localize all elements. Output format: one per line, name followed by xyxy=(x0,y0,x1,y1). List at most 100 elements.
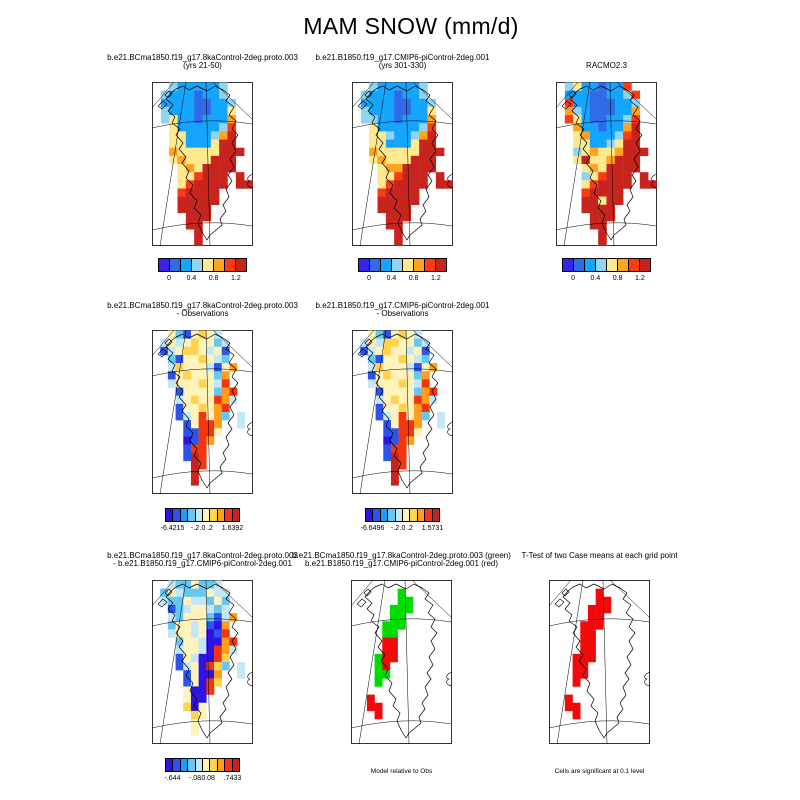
grid-cell xyxy=(183,346,192,356)
grid-cell xyxy=(383,346,392,356)
grid-cell xyxy=(581,180,591,189)
coastline-greenland xyxy=(165,583,239,739)
grid-cell xyxy=(383,436,392,445)
grid-cell xyxy=(631,155,641,165)
colorbar-segment xyxy=(159,259,170,271)
colorbar-segment xyxy=(203,759,211,771)
grid-cell xyxy=(394,115,403,124)
grid-cell xyxy=(160,346,169,356)
grid-cell xyxy=(175,653,184,663)
grid-cell xyxy=(198,629,207,638)
grid-cell xyxy=(177,139,187,148)
grid-cell xyxy=(185,123,195,132)
grid-cell xyxy=(183,403,192,413)
graticule-line xyxy=(405,82,411,246)
grid-cell xyxy=(221,662,230,671)
colorbar-segment xyxy=(629,259,640,271)
grid-cell xyxy=(183,596,192,606)
grid-cell xyxy=(614,188,624,197)
grid-cell xyxy=(185,180,195,189)
graticule-line xyxy=(152,330,175,357)
grid-cell xyxy=(580,670,589,679)
grid-cell xyxy=(190,428,199,437)
grid-cell xyxy=(183,678,192,687)
grid-cell xyxy=(190,371,199,380)
grid-cell xyxy=(606,90,616,100)
map-sig-model-vs-obs xyxy=(351,580,452,744)
grid-cell xyxy=(369,139,378,148)
grid-cell xyxy=(385,212,395,222)
grid-cell xyxy=(406,363,415,372)
grid-cell xyxy=(414,379,422,388)
grid-cell xyxy=(589,90,599,100)
grid-cell xyxy=(177,106,187,116)
grid-cell xyxy=(595,596,604,606)
colorbar-segment xyxy=(214,259,225,271)
grid-cell xyxy=(375,412,384,421)
grid-cell xyxy=(414,371,422,380)
graticule-line xyxy=(152,222,253,231)
grid-cell xyxy=(394,212,403,222)
grid-cell xyxy=(227,155,237,165)
grid-cell xyxy=(194,131,203,140)
grid-cell xyxy=(573,106,582,116)
grid-cell xyxy=(219,90,228,100)
grid-cell xyxy=(366,702,375,712)
grid-cell xyxy=(419,90,428,100)
colorbar-segment xyxy=(414,259,425,271)
grid-cell xyxy=(382,662,391,671)
grid-cell xyxy=(398,371,407,380)
grid-cell xyxy=(175,412,184,421)
grid-cell xyxy=(377,172,387,181)
grid-cell xyxy=(402,204,412,214)
grid-cell xyxy=(377,188,387,197)
grid-cell xyxy=(394,98,403,108)
grid-cell xyxy=(375,395,384,405)
grid-cell xyxy=(389,645,398,655)
grid-cell xyxy=(573,98,582,108)
grid-cell xyxy=(190,694,199,703)
grid-cell xyxy=(375,403,384,413)
colorbar-tick-label: 0.4 xyxy=(186,275,197,282)
grid-cell xyxy=(237,670,246,679)
grid-cell xyxy=(206,436,215,445)
grid-cell xyxy=(419,155,428,165)
grid-cell xyxy=(382,621,391,630)
grid-cell xyxy=(160,588,169,598)
grid-cell xyxy=(198,420,207,429)
grid-cell xyxy=(406,395,415,405)
grid-cell xyxy=(383,354,392,364)
grid-cell xyxy=(623,147,632,157)
grid-cell xyxy=(214,670,222,679)
grid-cell xyxy=(221,371,230,380)
grid-cell xyxy=(367,363,376,372)
grid-cell xyxy=(631,147,641,157)
grid-cell xyxy=(414,346,422,356)
grid-cell xyxy=(194,164,203,173)
colorbar-tick-label: 1.5731 xyxy=(421,525,444,532)
colorbar-tick-label: 1.2 xyxy=(431,275,441,282)
grid-cell xyxy=(194,229,203,238)
grid-cell xyxy=(421,379,430,388)
grid-cell xyxy=(194,221,203,230)
grid-cell xyxy=(421,387,430,396)
grid-cell xyxy=(198,428,207,437)
grid-cell xyxy=(185,212,195,222)
grid-cell xyxy=(410,131,420,140)
grid-cell xyxy=(623,115,632,124)
grid-cell xyxy=(235,172,245,181)
grid-cell xyxy=(221,653,230,663)
grid-cell xyxy=(183,613,192,622)
grid-cell xyxy=(572,670,581,679)
colorbar-segment xyxy=(217,759,226,771)
graticule-line xyxy=(205,580,211,744)
grid-cell xyxy=(194,237,203,246)
grid-cell xyxy=(360,98,370,108)
grid-cell xyxy=(177,123,187,132)
grid-cell xyxy=(190,653,199,663)
grid-cell xyxy=(573,123,582,132)
panel-title-pi-control-line2: (yrs 301-330) xyxy=(378,61,427,70)
grid-cell xyxy=(221,629,230,638)
coastline-fragment xyxy=(644,671,650,687)
coastline-fragment xyxy=(364,338,373,347)
